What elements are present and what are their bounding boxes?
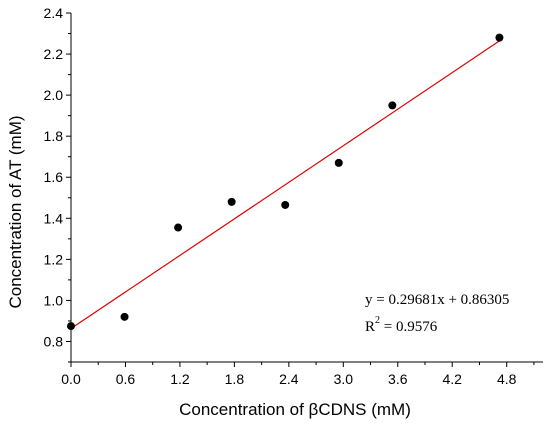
y-tick-label: 2.2: [44, 46, 64, 62]
x-tick-label: 0.6: [116, 371, 136, 387]
x-tick-label: 3.0: [334, 371, 354, 387]
x-tick-label: 4.2: [442, 371, 462, 387]
y-tick-label: 1.2: [44, 251, 64, 267]
y-axis-title: Concentration of AT (mM): [6, 115, 25, 308]
x-tick-label: 0.0: [61, 371, 81, 387]
x-tick-label: 2.4: [279, 371, 299, 387]
data-point: [281, 200, 290, 209]
data-point: [120, 312, 129, 321]
x-axis-title: Concentration of βCDNS (mM): [179, 400, 411, 419]
y-axis-ticks: 0.8 1.0 1.2 1.4 1.6 1.8 2.0 2.2 2.4: [44, 5, 71, 363]
data-points: [67, 33, 504, 331]
y-tick-label: 1.4: [44, 210, 64, 226]
data-point: [174, 223, 183, 232]
y-tick-label: 1.8: [44, 128, 64, 144]
data-point: [388, 101, 397, 110]
x-axis-ticks: 0.0 0.6 1.2 1.8 2.4 3.0 3.6 4.2 4.8: [61, 362, 535, 387]
r-squared-value: = 0.9576: [380, 319, 438, 335]
x-tick-label: 4.8: [497, 371, 517, 387]
x-tick-label: 1.8: [225, 371, 245, 387]
y-tick-label: 1.0: [44, 292, 64, 308]
y-tick-label: 2.4: [44, 5, 64, 21]
data-point: [334, 158, 343, 167]
regression-line: [70, 40, 500, 330]
x-tick-label: 3.6: [388, 371, 408, 387]
fit-equation: y = 0.29681x + 0.86305: [365, 292, 509, 308]
data-point: [227, 197, 236, 206]
x-tick-label: 1.2: [170, 371, 190, 387]
r-squared-prefix: R: [365, 319, 375, 335]
axis-frame: [70, 13, 543, 363]
y-tick-label: 1.6: [44, 169, 64, 185]
y-tick-label: 0.8: [44, 333, 64, 349]
r-squared-superscript: 2: [375, 315, 380, 326]
r-squared: R2 = 0.9576: [365, 315, 438, 335]
y-tick-label: 2.0: [44, 87, 64, 103]
data-point: [495, 33, 504, 42]
